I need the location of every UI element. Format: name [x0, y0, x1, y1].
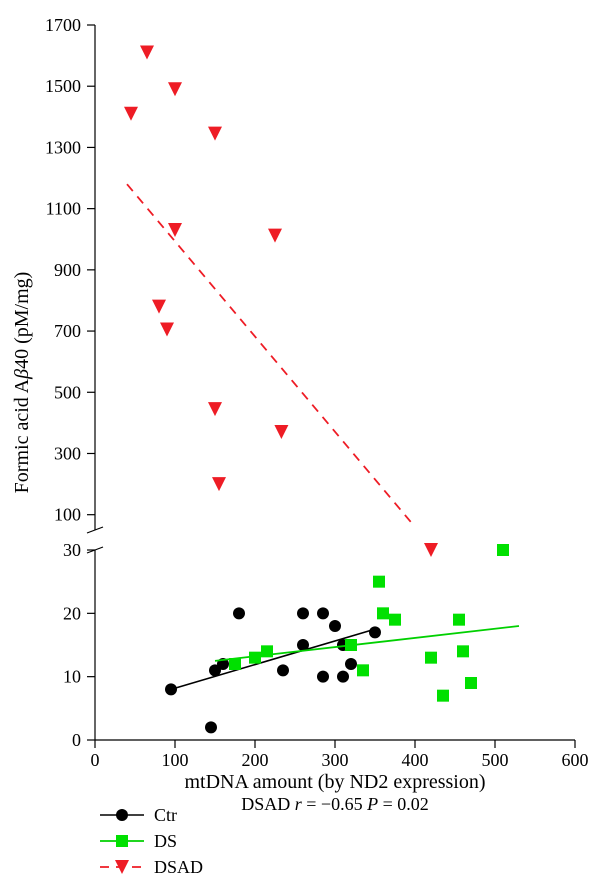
data-point	[465, 677, 477, 689]
y-tick-label: 20	[63, 603, 81, 623]
x-tick-label: 200	[242, 750, 269, 770]
data-point	[345, 658, 357, 670]
data-point	[249, 652, 261, 664]
data-point	[297, 639, 309, 651]
data-point	[140, 46, 154, 60]
data-point	[229, 658, 241, 670]
y-tick-label: 0	[72, 730, 81, 750]
data-point	[457, 645, 469, 657]
stats-text: DSAD r = −0.65 P = 0.02	[241, 794, 429, 814]
y-tick-label: 30	[63, 540, 81, 560]
y-tick-label: 700	[54, 321, 81, 341]
data-point	[165, 683, 177, 695]
data-point	[152, 300, 166, 314]
legend-label: Ctr	[154, 805, 177, 825]
y-tick-label: 10	[63, 667, 81, 687]
data-point	[424, 543, 438, 557]
data-point	[274, 425, 288, 439]
x-tick-label: 500	[482, 750, 509, 770]
data-point	[297, 607, 309, 619]
data-point	[425, 652, 437, 664]
data-point	[373, 576, 385, 588]
data-point	[357, 664, 369, 676]
y-tick-label: 1700	[45, 15, 81, 35]
data-point	[345, 639, 357, 651]
y-tick-label: 100	[54, 505, 81, 525]
y-tick-label: 900	[54, 260, 81, 280]
data-point	[389, 614, 401, 626]
x-tick-label: 100	[162, 750, 189, 770]
data-point	[277, 664, 289, 676]
y-tick-label: 300	[54, 443, 81, 463]
y-tick-label: 500	[54, 382, 81, 402]
chart-svg: 0 100 200 300 400 500 600 0 10 20 30 100 300 500 700 90…	[0, 0, 600, 892]
data-point	[317, 671, 329, 683]
data-point	[212, 477, 226, 491]
legend-label: DS	[154, 831, 177, 851]
data-point	[369, 626, 381, 638]
x-tick-label: 300	[322, 750, 349, 770]
data-point	[377, 607, 389, 619]
legend-label: DSAD	[154, 857, 203, 877]
data-point	[116, 835, 128, 847]
data-point	[317, 607, 329, 619]
y-axis-label: Formic acid Aβ40 (pM/mg)	[11, 272, 33, 494]
data-point	[168, 82, 182, 96]
data-point	[337, 671, 349, 683]
data-point	[233, 607, 245, 619]
data-point	[205, 721, 217, 733]
y-tick-label: 1300	[45, 137, 81, 157]
data-point	[437, 690, 449, 702]
data-point	[208, 402, 222, 416]
data-point	[261, 645, 273, 657]
data-point	[208, 127, 222, 141]
data-point	[116, 809, 128, 821]
data-point	[160, 323, 174, 337]
data-point	[329, 620, 341, 632]
x-tick-label: 600	[562, 750, 589, 770]
x-tick-label: 0	[91, 750, 100, 770]
data-point	[453, 614, 465, 626]
y-tick-label: 1500	[45, 76, 81, 96]
scatter-chart: 0 100 200 300 400 500 600 0 10 20 30 100 300 500 700 90…	[0, 0, 600, 892]
trend-dsad	[127, 184, 415, 527]
y-tick-label: 1100	[46, 199, 81, 219]
data-point	[268, 229, 282, 243]
data-point	[124, 107, 138, 121]
x-tick-label: 400	[402, 750, 429, 770]
x-axis-label: mtDNA amount (by ND2 expression)	[184, 771, 485, 793]
data-point	[497, 544, 509, 556]
